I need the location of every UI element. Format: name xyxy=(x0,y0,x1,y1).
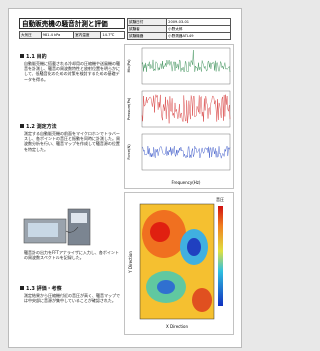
cell: 試験日付 xyxy=(128,19,167,26)
section-text: 測定結果から圧縮機付近の音圧が高く、騒音マップでは中央部に音源が集中していること… xyxy=(24,293,120,303)
x-axis-label: Frequency(Hz) xyxy=(172,180,201,185)
section-text: 騒音計の出力をFFTアナライザに入力し、各ポイントの周波数スペクトルを記録した。 xyxy=(24,250,120,260)
cell: 試験者 xyxy=(128,26,167,33)
cell: 試験機器 xyxy=(128,33,167,40)
cell: 2009-03-01 xyxy=(167,19,231,26)
title-box: 自動販売機の騒音計測と評価 xyxy=(19,18,125,29)
section-heading: 1.2 測定方法 xyxy=(20,123,57,130)
cell: 大気圧 xyxy=(20,32,42,39)
cell: 室内温度 xyxy=(74,32,101,39)
y-axis-label: Y Direction xyxy=(128,251,133,274)
section-text: 自動販売機に搭載される冷却用の圧縮機や送風機の騒音を計測し、騒音の周波数特性と放… xyxy=(24,61,120,82)
y-axis-label: Pressure(Pa) xyxy=(127,97,131,120)
device-photo xyxy=(22,205,102,247)
spectrum-figure: Mic(Pa) Pressure(Pa) Force(N) Frequency(Hz… xyxy=(124,44,234,189)
x-axis-label: X Direction xyxy=(166,324,189,329)
cell: 小野太郎 xyxy=(167,26,231,33)
y-axis-label: Mic(Pa) xyxy=(127,59,131,73)
cell: 981.4 kPa xyxy=(41,32,74,39)
plot-frame xyxy=(142,48,230,84)
cell: 小野測器ATL49 xyxy=(167,33,231,40)
cell: 14.7℃ xyxy=(101,32,125,39)
y-axis-label: Force(N) xyxy=(127,144,131,160)
section-heading: 1.3 評価・考察 xyxy=(20,285,62,292)
section-text: 測定する自動販売機の前面をマイクロホンでトラバースし、各ポイントの音圧と振動を同… xyxy=(24,131,120,152)
map-figure: 音圧 X Direction Y Direction xyxy=(124,192,234,335)
legend-title: 音圧 xyxy=(216,196,224,202)
section-heading: 1.1 目的 xyxy=(20,53,47,60)
